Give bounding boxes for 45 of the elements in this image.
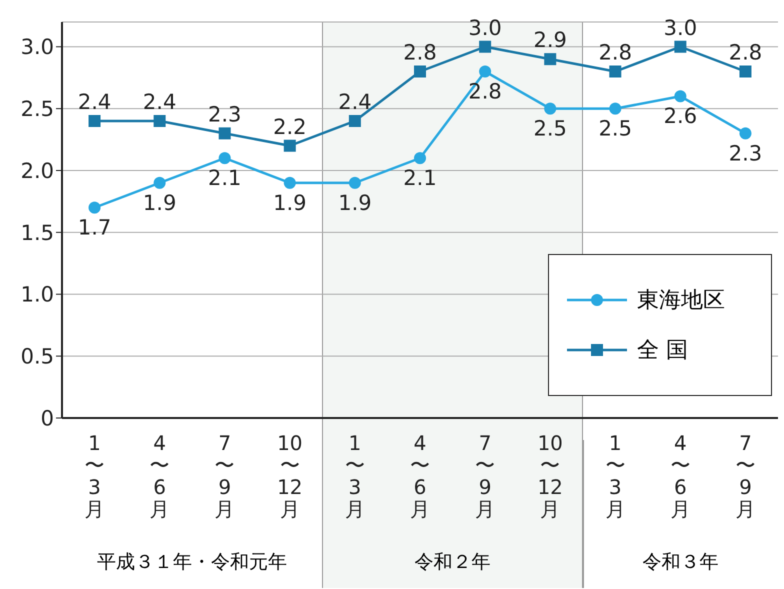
data-label: 3.0 bbox=[468, 16, 502, 40]
data-label: 2.5 bbox=[533, 116, 567, 141]
data-label: 2.4 bbox=[142, 90, 176, 114]
data-label: 2.1 bbox=[208, 166, 242, 190]
y-tick-label: 2.5 bbox=[20, 97, 54, 122]
x-tick-label: 4〜6月 bbox=[670, 431, 690, 521]
x-tick-label: 4〜6月 bbox=[410, 431, 430, 521]
y-tick-label: 2.0 bbox=[20, 158, 54, 183]
y-tick-label: 1.5 bbox=[20, 220, 54, 245]
data-label: 2.8 bbox=[598, 40, 632, 64]
y-tick-label: 0.5 bbox=[20, 344, 54, 369]
x-tick-label: 7〜9月 bbox=[735, 431, 756, 521]
y-tick-label: 3.0 bbox=[20, 35, 54, 60]
y-tick-label: 0 bbox=[40, 406, 54, 430]
text: 平成３１年・令和元年 bbox=[96, 550, 288, 575]
data-label: 2.3 bbox=[208, 102, 242, 126]
data-label: 2.2 bbox=[273, 114, 307, 139]
data-label: 1.9 bbox=[338, 190, 372, 215]
data-label: 2.4 bbox=[338, 90, 372, 114]
data-label: 1.9 bbox=[142, 190, 176, 215]
data-label: 2.8 bbox=[728, 40, 762, 64]
legend-label: 全 国 bbox=[637, 337, 688, 365]
y-tick-label: 1.0 bbox=[20, 282, 54, 307]
data-label: 1.7 bbox=[78, 216, 112, 240]
x-tick-label: 7〜9月 bbox=[214, 431, 235, 521]
data-label: 1.9 bbox=[273, 190, 307, 215]
data-label: 2.8 bbox=[468, 79, 502, 104]
data-label: 2.5 bbox=[598, 116, 632, 141]
x-tick-label: 10〜12月 bbox=[277, 431, 303, 521]
data-label: 2.6 bbox=[664, 104, 698, 128]
data-label: 2.9 bbox=[533, 28, 567, 52]
data-label: 2.4 bbox=[78, 90, 112, 114]
x-tick-label: 7〜9月 bbox=[475, 431, 496, 521]
data-label: 3.0 bbox=[664, 16, 698, 40]
x-tick-label: 4〜6月 bbox=[150, 431, 170, 521]
x-tick-label: 10〜12月 bbox=[537, 431, 563, 521]
text: 令和２年 bbox=[414, 550, 492, 575]
data-label: 2.1 bbox=[403, 166, 437, 190]
legend-label: 東海地区 bbox=[637, 287, 725, 315]
data-label: 2.8 bbox=[403, 40, 437, 64]
text: 令和３年 bbox=[641, 550, 720, 575]
x-tick-label: 1〜3月 bbox=[605, 431, 626, 521]
x-tick-label: 1〜3月 bbox=[84, 431, 105, 521]
data-label: 2.3 bbox=[728, 141, 762, 166]
x-tick-label: 1〜3月 bbox=[344, 431, 365, 521]
